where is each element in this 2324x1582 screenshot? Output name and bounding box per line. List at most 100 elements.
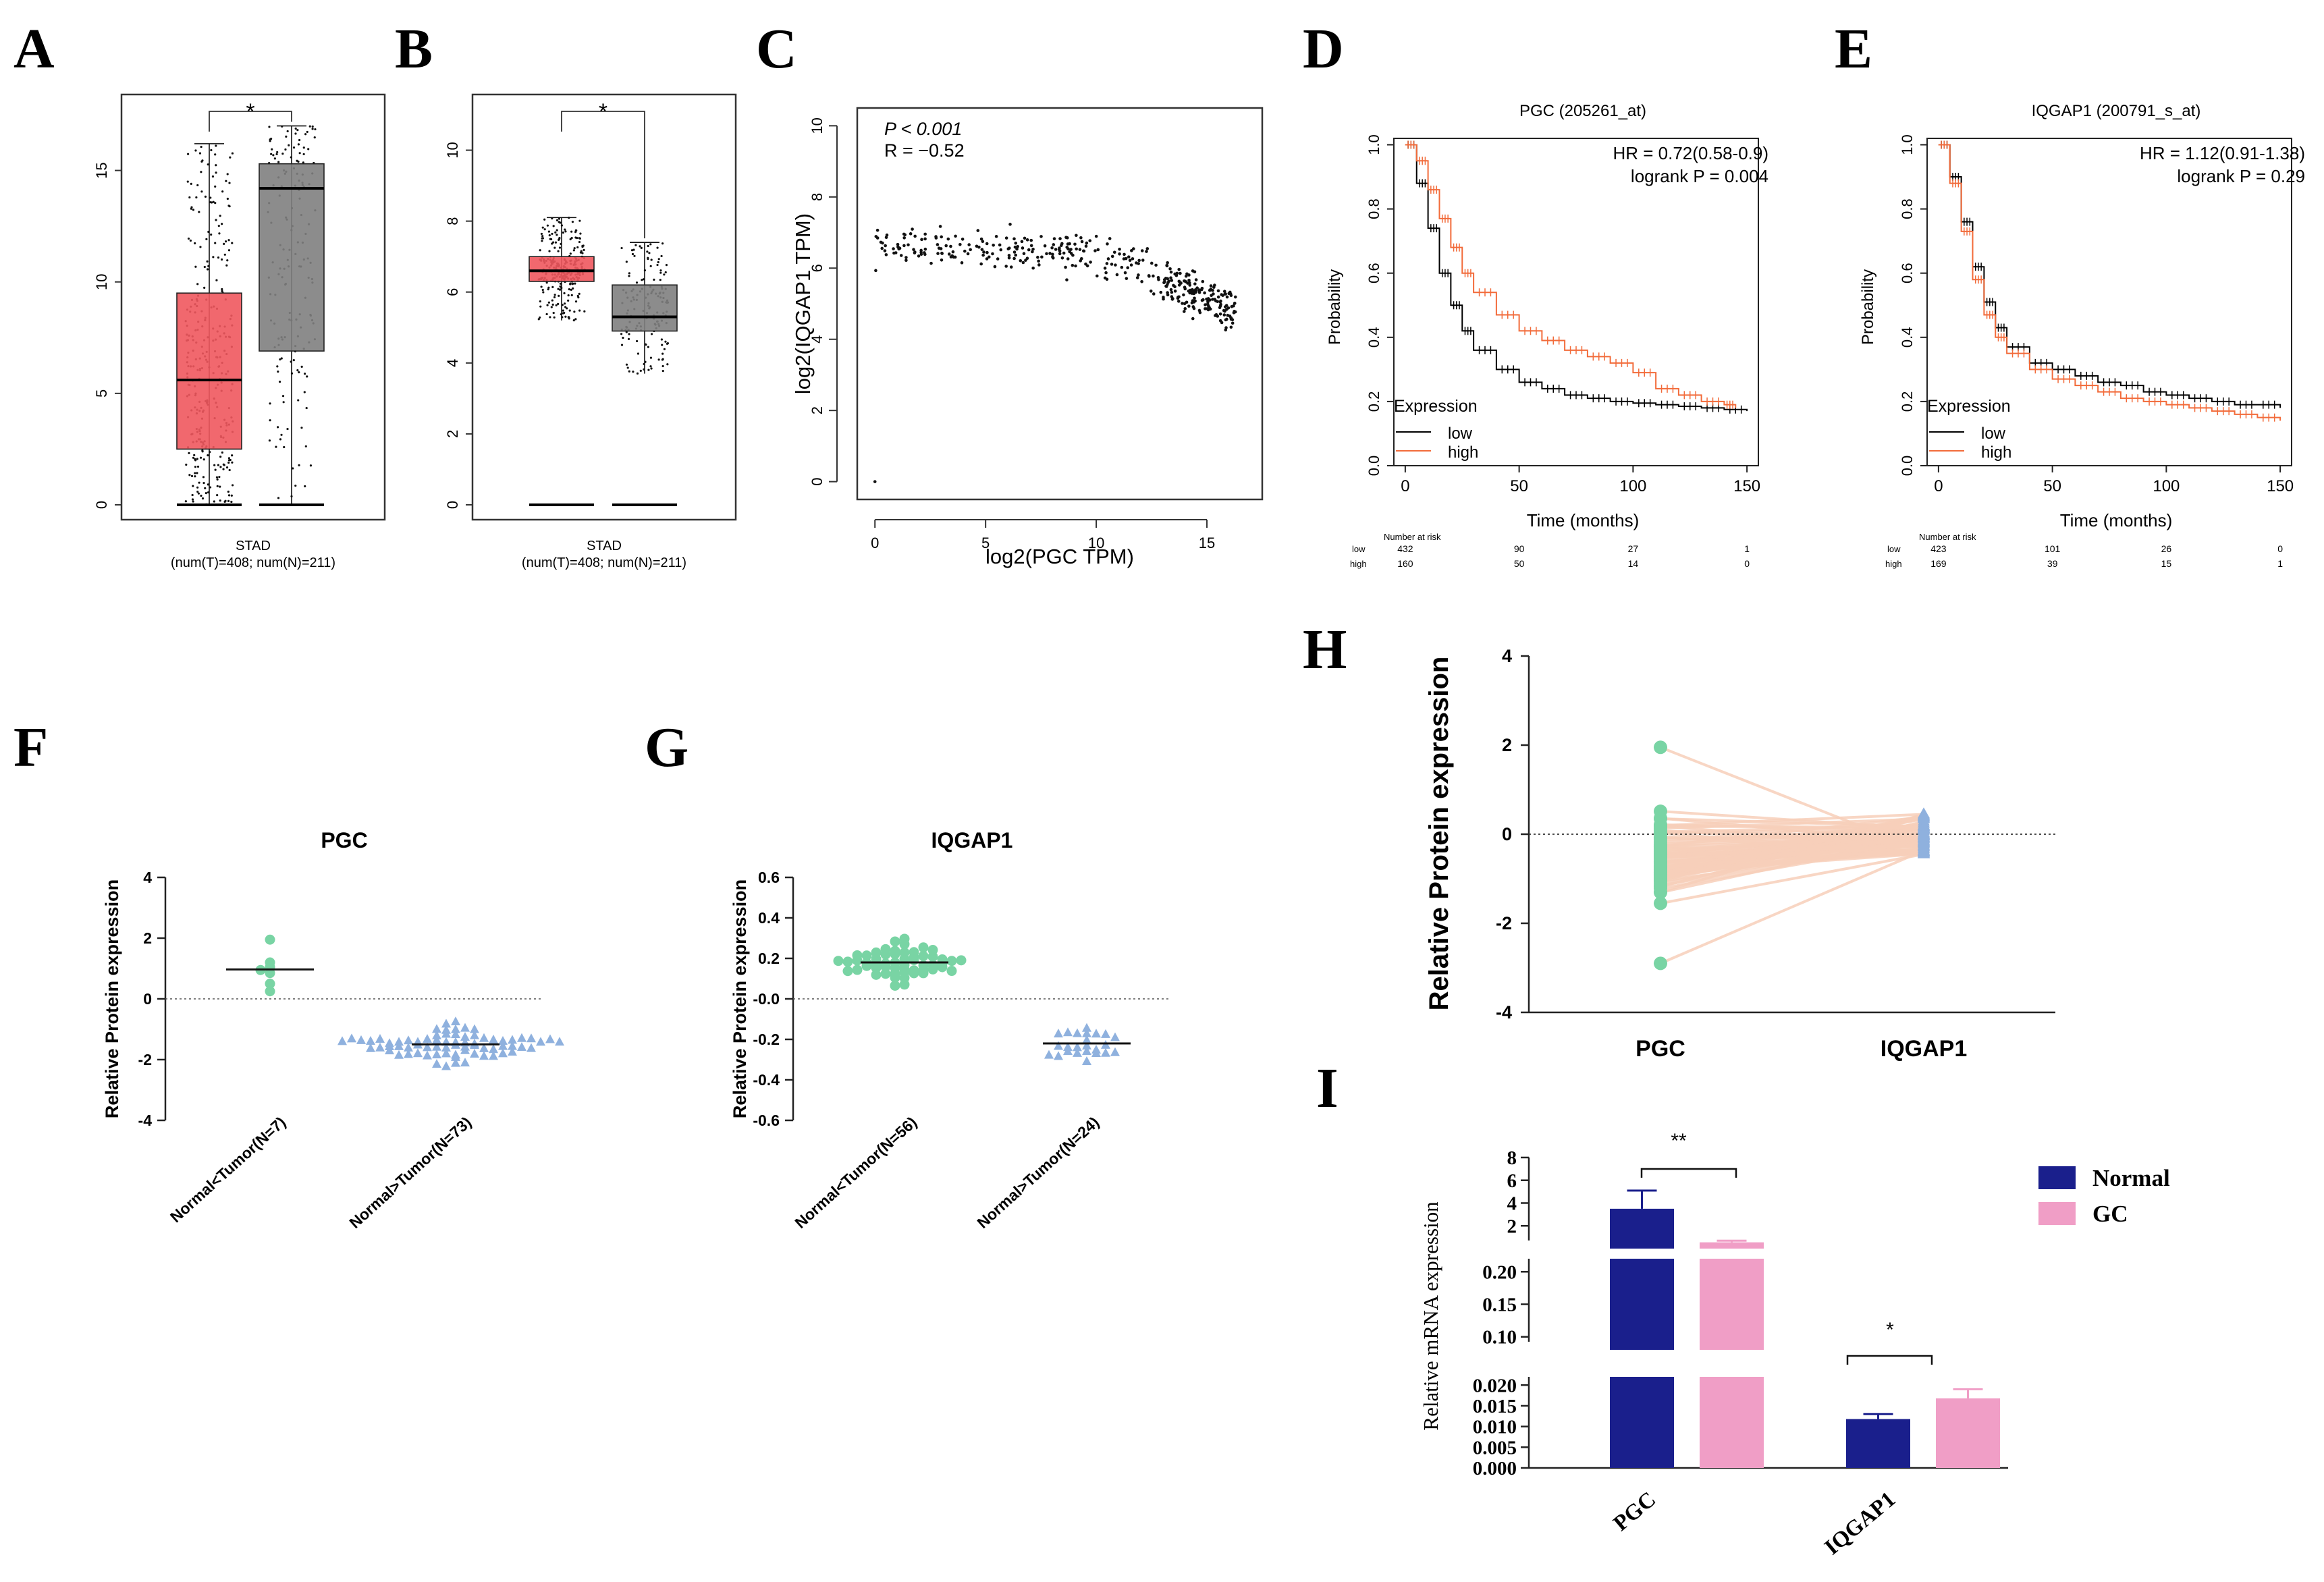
data-point-iqgap1	[1918, 819, 1930, 831]
jitter-point	[219, 466, 222, 468]
data-point	[337, 1036, 347, 1045]
scatter-point	[998, 243, 1002, 247]
x-tick-label: 50	[2043, 477, 2061, 495]
km-curve-low	[1405, 144, 1748, 412]
data-point	[517, 1042, 526, 1052]
scatter-point	[884, 244, 887, 248]
data-point	[451, 1029, 460, 1039]
scatter-point	[1112, 250, 1116, 254]
scatter-point	[1231, 321, 1235, 325]
jitter-point	[192, 485, 194, 487]
data-point	[1091, 1044, 1101, 1054]
scatter-point	[991, 252, 994, 256]
scatter-point	[1193, 282, 1197, 285]
jitter-point	[579, 251, 583, 254]
km-plot: 0 50 100 150 0.0 0.2 0.4 0.6 0.8 1.0	[1899, 134, 2294, 495]
scatter-point	[1213, 298, 1217, 301]
y-tick-label: 0.6	[1366, 263, 1382, 283]
scatter-point	[875, 228, 880, 232]
jitter-point	[209, 196, 212, 199]
scatter-point	[1129, 263, 1133, 267]
jitter-point	[578, 237, 580, 240]
jitter-point	[551, 241, 555, 244]
jitter-point	[195, 196, 198, 199]
y-tick-label: -2	[1496, 913, 1512, 933]
panel-label-d: D	[1303, 18, 1344, 80]
jitter-point	[574, 236, 577, 239]
km-curve-high	[1938, 144, 2281, 421]
scatter-point	[1123, 252, 1126, 256]
y-tick-label: -0.4	[753, 1071, 780, 1089]
scatter-point	[1170, 298, 1174, 301]
jitter-point	[288, 144, 290, 146]
jitter-point	[194, 472, 196, 474]
jitter-point	[571, 221, 574, 223]
y-tick-label: 0.8	[1899, 198, 1916, 219]
jitter-point	[286, 427, 289, 431]
chart-title: IQGAP1	[931, 828, 1013, 852]
scatter-point	[1058, 252, 1062, 256]
legend-title: Expression	[1394, 397, 1478, 416]
scatter-point	[1106, 242, 1109, 246]
jitter-point	[227, 249, 231, 252]
scatter-point	[1137, 262, 1140, 265]
jitter-point	[227, 490, 229, 493]
jitter-point	[203, 265, 206, 269]
y-tick-label: 2	[1502, 735, 1512, 755]
data-point	[909, 968, 919, 979]
scatter-point	[883, 249, 887, 252]
jitter-point	[219, 456, 222, 458]
data-point	[1101, 1029, 1110, 1038]
scatter-point	[985, 250, 989, 254]
km-curve-high	[1405, 144, 1737, 408]
data-point	[842, 956, 853, 967]
scatter-point	[885, 234, 889, 237]
data-point	[470, 1030, 479, 1039]
jitter-point	[210, 234, 213, 236]
jitter-point	[553, 316, 556, 319]
jitter-point	[545, 281, 548, 284]
jitter-point	[194, 475, 196, 478]
scatter-point	[907, 243, 910, 247]
data-point	[460, 1058, 470, 1067]
jitter-point	[199, 246, 202, 248]
data-point	[470, 1024, 479, 1033]
jitter-point	[285, 135, 288, 138]
jitter-point	[187, 153, 190, 155]
scatter-point	[1014, 253, 1018, 257]
jitter-point	[282, 401, 285, 404]
jitter-point	[212, 256, 215, 258]
jitter-point	[220, 258, 223, 261]
scatter-point	[1222, 290, 1226, 294]
jitter-point	[298, 152, 301, 155]
jitter-point	[280, 357, 283, 360]
jitter-point	[558, 288, 562, 291]
scatter-point	[884, 253, 888, 256]
scatter-point	[1043, 244, 1047, 248]
data-point	[1063, 1042, 1073, 1052]
jitter-point	[542, 291, 545, 294]
risk-value: 39	[2047, 558, 2058, 569]
legend-normal: Normal	[2092, 1165, 2170, 1191]
data-point	[833, 956, 844, 966]
data-point	[366, 1035, 375, 1045]
jitter-point	[212, 200, 215, 203]
x-category-2: Normal>Tumor(N=73)	[346, 1113, 475, 1232]
jitter-point	[570, 288, 572, 292]
jitter-point	[548, 234, 551, 237]
jitter-point	[562, 231, 565, 234]
jitter-point	[226, 197, 229, 200]
jitter-point	[659, 271, 662, 274]
data-point	[1082, 1046, 1091, 1056]
jitter-point	[184, 500, 187, 503]
jitter-point	[567, 299, 570, 302]
jitter-point	[286, 130, 289, 133]
data-point	[852, 950, 863, 960]
jitter-point	[304, 445, 307, 447]
scatter-point	[1195, 286, 1199, 290]
y-tick-label: 0.020	[1473, 1375, 1517, 1396]
data-point	[1091, 1029, 1101, 1038]
data-point	[918, 968, 929, 979]
jitter-point	[227, 499, 230, 502]
